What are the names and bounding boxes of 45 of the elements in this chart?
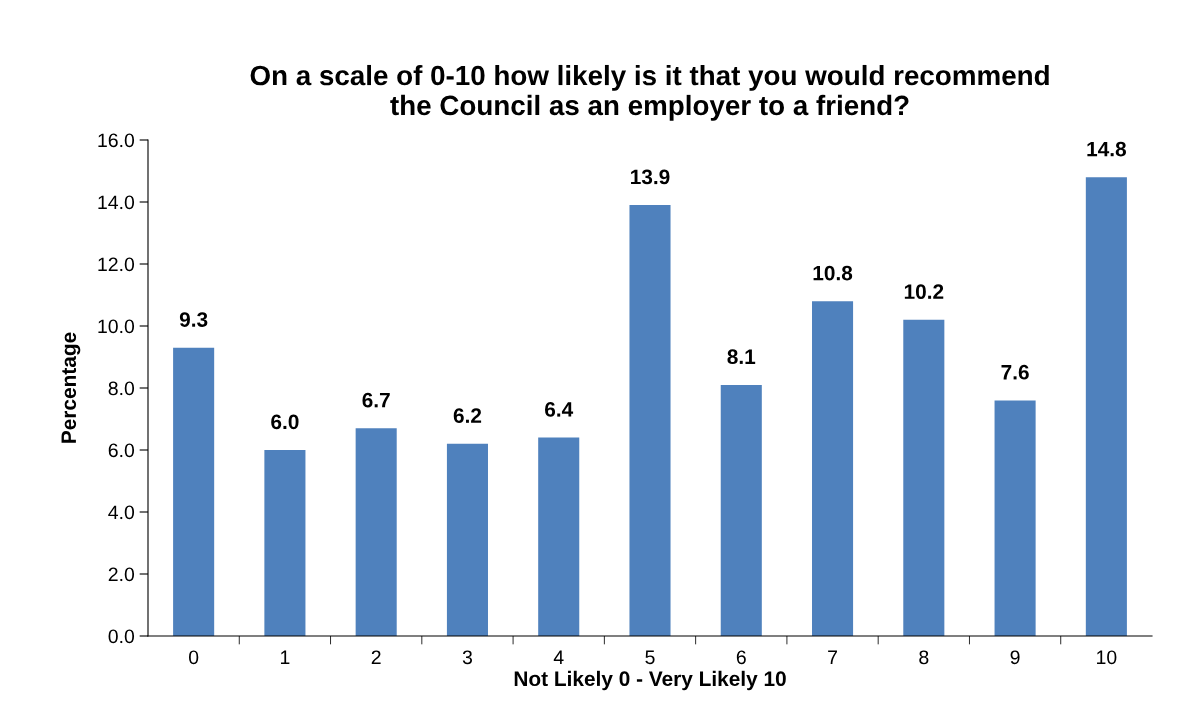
y-tick-label: 16.0 <box>98 133 135 148</box>
x-axis-title: Not Likely 0 - Very Likely 10 <box>514 670 786 691</box>
bar <box>355 428 397 636</box>
x-tick-label: 3 <box>462 650 473 665</box>
x-tick-label: 7 <box>828 650 837 664</box>
bar <box>903 319 945 636</box>
data-label: 8.1 <box>727 349 756 365</box>
x-tick-label: 1 <box>280 650 290 664</box>
x-tick-label: 9 <box>1010 650 1020 665</box>
x-tick-label: 8 <box>919 650 929 665</box>
x-tick-label: 0 <box>188 650 199 665</box>
data-label: 10.2 <box>904 284 944 300</box>
y-tick-label: 14.0 <box>98 195 135 210</box>
bar <box>264 450 306 636</box>
bar <box>538 437 580 636</box>
data-label: 10.8 <box>813 265 853 281</box>
data-label: 14.8 <box>1087 141 1126 157</box>
y-tick-label: 10.0 <box>98 319 135 334</box>
y-tick-label: 2.0 <box>108 567 135 582</box>
y-tick-label: 12.0 <box>98 257 135 272</box>
x-tick-label: 5 <box>645 650 655 665</box>
bar <box>720 384 762 636</box>
bar <box>994 400 1036 636</box>
x-tick-label: 10 <box>1097 650 1117 665</box>
data-label: 6.0 <box>271 414 299 430</box>
chart-title: On a scale of 0-10 how likely is it that you would recommend the Council as an employer to a friend? <box>250 64 1049 121</box>
y-tick-label: 8.0 <box>108 381 135 396</box>
bar <box>1085 177 1127 636</box>
data-label: 13.9 <box>631 169 670 185</box>
x-tick-label: 2 <box>371 650 381 664</box>
bar <box>173 347 215 636</box>
y-tick-label: 0.0 <box>108 629 135 644</box>
bar <box>629 205 671 636</box>
y-tick-label: 4.0 <box>108 505 135 520</box>
bar <box>812 301 854 636</box>
x-tick-label: 4 <box>553 650 564 664</box>
data-label: 6.4 <box>545 402 574 417</box>
data-label: 6.2 <box>453 408 482 424</box>
x-tick-label: 6 <box>736 650 746 665</box>
bar <box>446 443 488 636</box>
y-tick-label: 6.0 <box>108 443 135 458</box>
data-label: 7.6 <box>1001 364 1029 380</box>
y-axis-title: Percentage <box>61 332 81 443</box>
data-label: 6.7 <box>362 392 390 408</box>
data-label: 9.3 <box>179 312 208 327</box>
